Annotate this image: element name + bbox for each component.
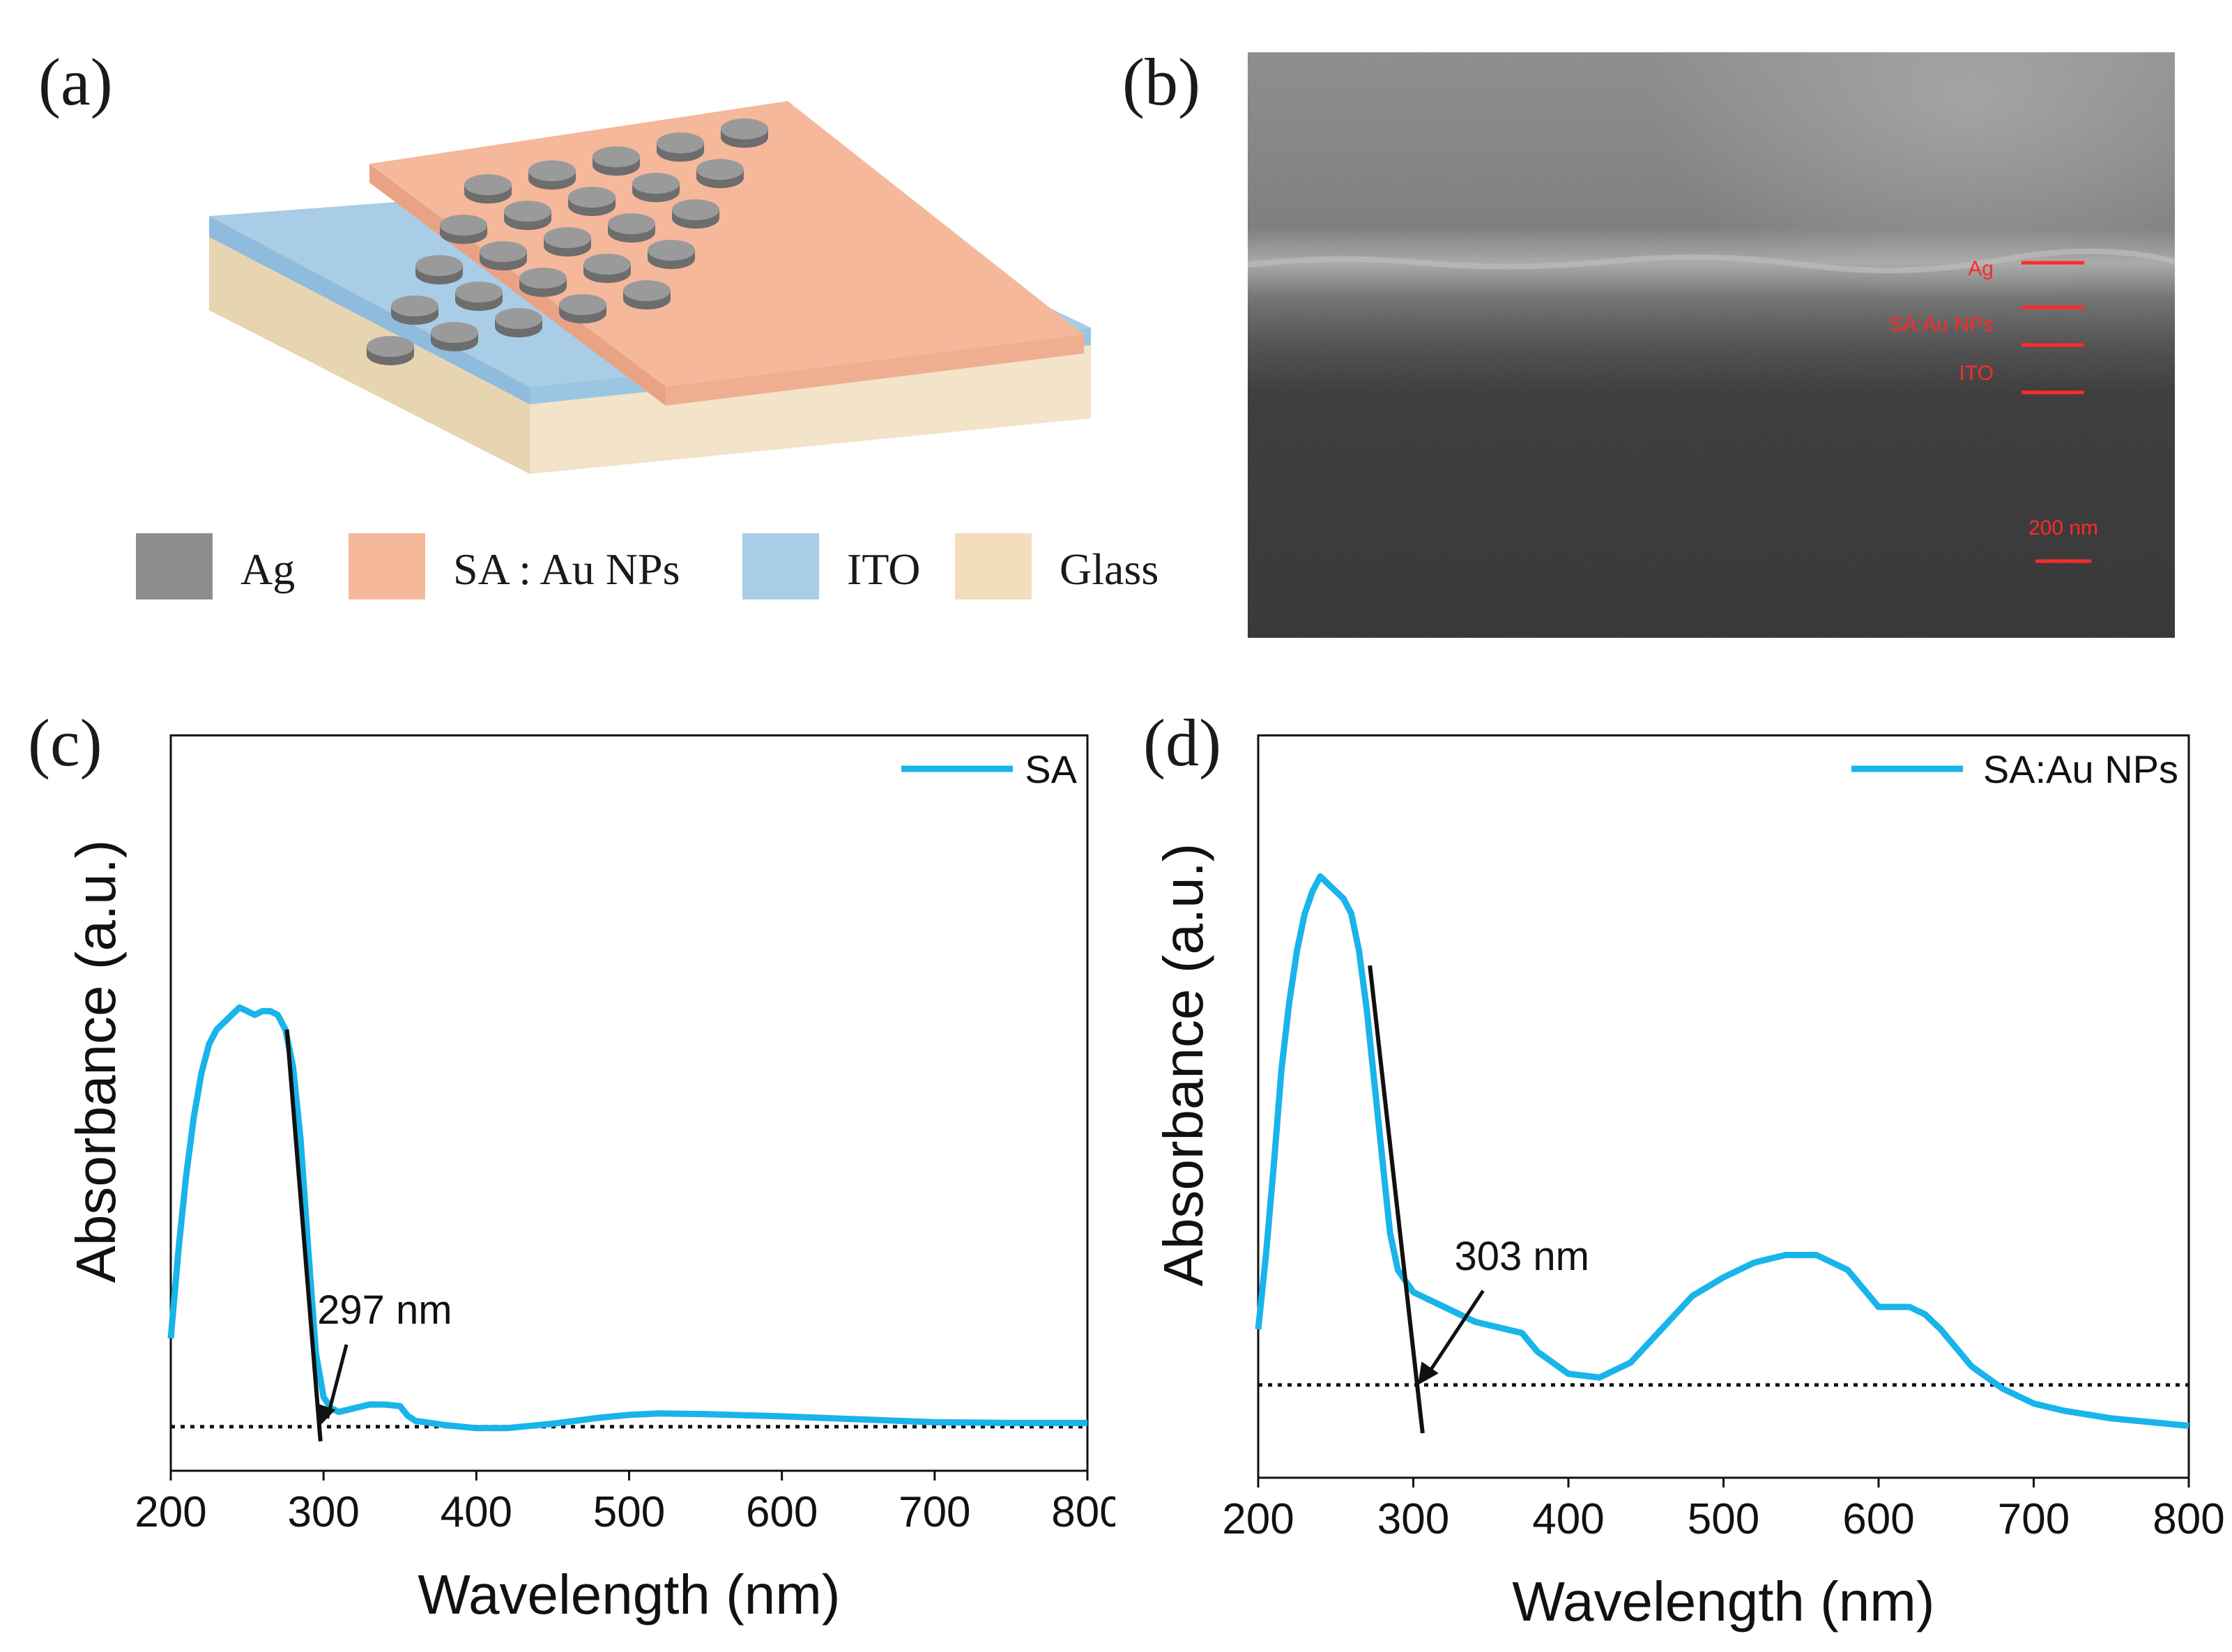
ag-dot [696,159,744,188]
absorbance-chart-sa: 200 300 400 500 600 700 800 Wavelength (nm) Abso… [65,734,1115,1626]
x-tick-label: 500 [1688,1495,1759,1543]
ag-dot [593,146,640,176]
ag-dot [440,215,487,244]
sem-ag-edge [1247,248,2176,274]
x-tick-label: 800 [2153,1495,2224,1543]
x-axis-label: Wavelength (nm) [1512,1570,1934,1632]
glass-substrate-front [530,345,1091,474]
panel-a-label: (a) [38,45,113,119]
annotation-label: 303 nm [1455,1234,1589,1279]
tangent-line [284,1029,323,1442]
annotation-arrow [326,1344,349,1419]
ag-dot [559,294,606,323]
legend-swatch [955,533,1032,599]
sa-au-layer-front [666,335,1084,406]
ag-dot [568,187,616,216]
layer-label-ag: Ag [1968,257,1994,280]
series-line [167,1004,1087,1432]
x-tick-label: 600 [746,1488,818,1536]
ag-dot [519,268,567,297]
legend-swatch [136,533,213,599]
series-line [1255,873,2189,1429]
ag-dot [623,280,671,309]
ag-dot [504,201,551,230]
y-axis-label: Absorbance (a.u.) [1152,843,1214,1287]
ag-dot [495,308,542,337]
layer-markers [2021,261,2091,563]
legend-label: SA:Au NPs [1983,747,2178,791]
layer-label-ito: ITO [1959,362,1994,385]
legend-label: SA [1025,747,1077,791]
scale-bar-label: 200 nm [2028,517,2098,540]
panel-a-device-schematic: (a) Ag SA : Au NPs ITO Glass [0,0,1199,648]
ag-dot [721,118,768,148]
ag-electrodes [367,118,768,365]
legend-label: Ag [240,544,296,594]
layer-label-sa-au: SA:Au NPs [1889,313,1994,336]
panel-c-label: (c) [28,705,102,780]
ag-dot [431,322,478,351]
chart-legend: SA [901,747,1078,791]
panel-b-label: (b) [1122,45,1200,119]
plot-frame [1257,734,2190,1479]
device-schematic [209,101,1091,474]
annotation-label: 297 nm [317,1287,452,1333]
ag-dot [583,254,631,283]
panel-b-sem-image: Ag SA:Au NPs ITO 200 nm [1247,52,2176,638]
legend-label: SA : Au NPs [453,544,680,594]
x-axis-label: Wavelength (nm) [418,1563,840,1626]
ag-dot [415,255,463,284]
ag-dot [648,240,695,269]
x-tick-label: 300 [1377,1495,1449,1543]
annotation-arrowhead [316,1402,336,1427]
plot-frame [169,734,1089,1472]
annotation-arrow [1425,1290,1485,1378]
ag-dot [391,296,438,325]
x-tick-label: 400 [1532,1495,1604,1543]
x-tick-label: 400 [441,1488,512,1536]
ag-dot [528,160,576,190]
legend-swatch [349,533,425,599]
ag-dot [464,174,512,204]
legend-swatch [742,533,819,599]
x-tick-label: 700 [1998,1495,2070,1543]
x-tick-label: 200 [1222,1495,1294,1543]
legend-label: ITO [847,544,921,594]
x-tick-label: 500 [593,1488,665,1536]
ag-dot [544,227,591,257]
ag-dot [455,282,503,311]
x-tick-label: 200 [135,1488,206,1536]
x-tick-label: 800 [1051,1488,1115,1536]
ag-dot [480,241,527,270]
ito-layer-left [209,216,530,404]
ag-dot [672,199,719,229]
x-tick-label: 600 [1842,1495,1914,1543]
absorbance-chart-sa-au: 200 300 400 500 600 700 800 Wavelength (nm) Abso… [1152,734,2225,1632]
ag-dot [657,132,704,162]
tangent-line [1368,965,1425,1434]
annotation-arrowhead [1418,1361,1439,1385]
legend-label: Glass [1060,544,1159,594]
sem-cross-section: Ag SA:Au NPs ITO 200 nm [1247,52,2176,638]
panel-d-label: (d) [1143,705,1221,780]
ag-dot [632,173,680,202]
x-tick-label: 300 [287,1488,359,1536]
y-axis-label: Absorbance (a.u.) [65,840,127,1283]
ag-dot [608,213,655,243]
chart-legend: SA:Au NPs [1851,747,2178,791]
sem-noise [1248,52,2175,638]
ag-dot [367,336,414,365]
x-tick-label: 700 [899,1488,970,1536]
